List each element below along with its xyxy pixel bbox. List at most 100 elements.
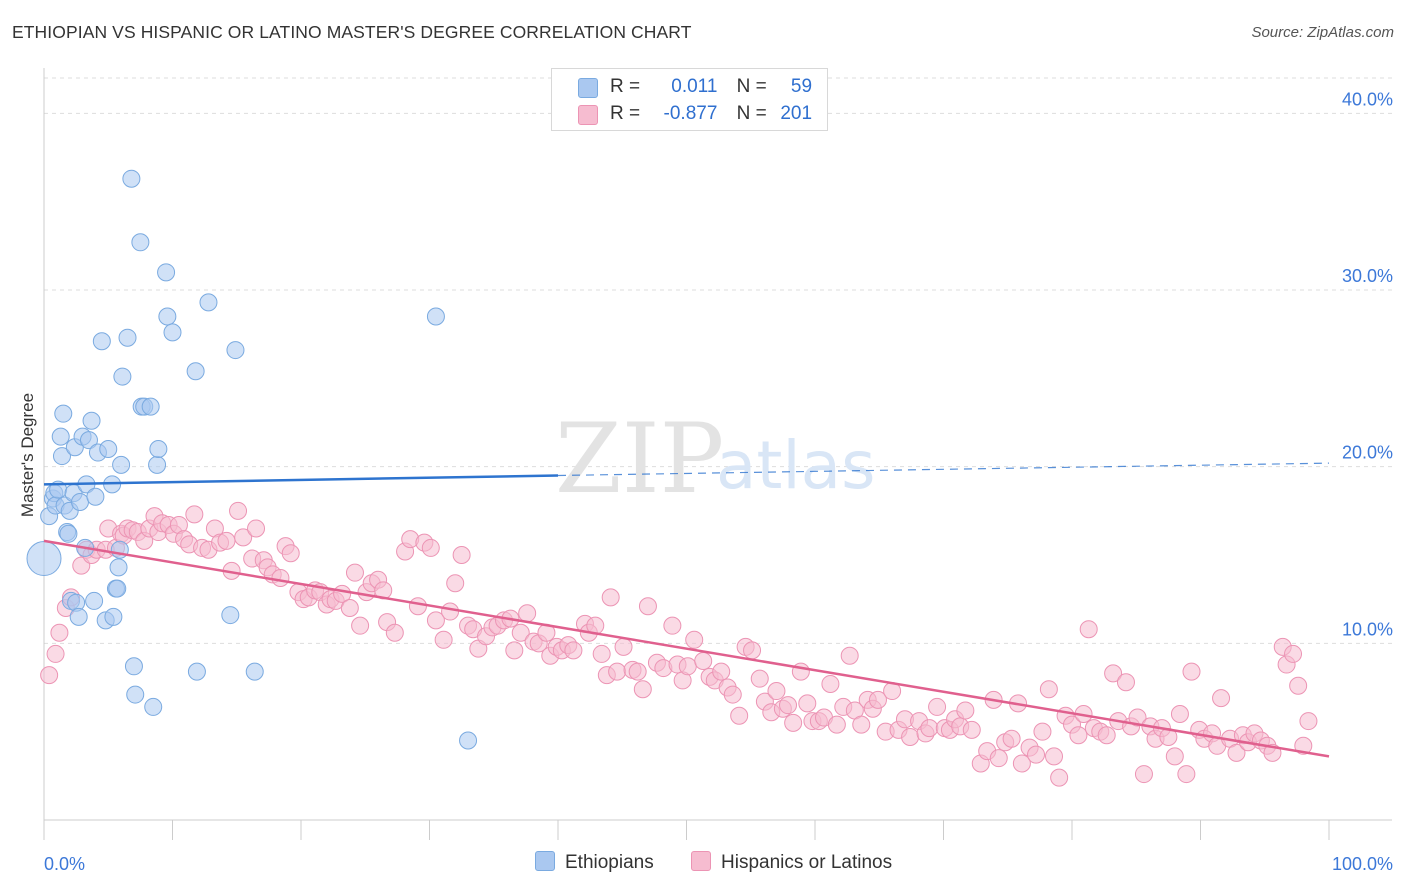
- hispanic-point: [408, 597, 427, 616]
- hispanic-point: [564, 641, 583, 660]
- hispanic-point: [385, 623, 404, 642]
- ethiopian-point: [52, 447, 71, 466]
- hispanic-points: [40, 501, 1318, 787]
- hispanic-point: [40, 666, 59, 685]
- ethiopian-point: [51, 427, 70, 446]
- hispanic-point: [511, 623, 530, 642]
- ethiopian-point: [199, 293, 218, 312]
- hispanic-point: [1212, 689, 1231, 708]
- hispanic-point: [421, 538, 440, 557]
- hispanic-point: [340, 599, 359, 617]
- hispanic-point: [784, 713, 803, 732]
- hispanic-point: [685, 630, 704, 649]
- bottom-legend-label: Hispanics or Latinos: [721, 852, 893, 873]
- bottom-swatch-blue: [535, 851, 555, 871]
- tick-labels: 10.0% 20.0% 30.0% 40.0% 0.0% 100.0%: [44, 89, 1393, 874]
- hispanic-point: [592, 644, 611, 663]
- hispanic-point: [779, 696, 798, 715]
- hispanic-point: [46, 644, 65, 663]
- hispanic-point: [518, 604, 537, 623]
- hispanic-point: [694, 652, 713, 670]
- hispanic-point: [743, 641, 762, 660]
- ethiopian-point: [112, 455, 131, 474]
- ethiopian-point: [108, 579, 127, 598]
- ethiopian-point: [459, 731, 478, 750]
- hispanic-point: [1027, 745, 1046, 764]
- hispanic-point: [441, 602, 460, 621]
- legend-r-label: R =: [610, 76, 641, 97]
- hispanic-point: [446, 574, 465, 593]
- y-axis-label: Master's Degree: [18, 392, 37, 518]
- ethiopian-point: [426, 307, 445, 326]
- hispanic-point: [601, 588, 620, 607]
- ethiopian-trend-line: [43, 474, 559, 486]
- ethiopian-point: [221, 606, 240, 625]
- ethiopian-point: [26, 541, 62, 577]
- legend-n-value: 59: [790, 76, 813, 97]
- legend-n-label: N =: [736, 76, 767, 97]
- ethiopian-point: [149, 440, 168, 458]
- hispanic-point: [1299, 712, 1318, 731]
- hispanic-point: [1294, 736, 1313, 755]
- hispanic-point: [281, 544, 300, 563]
- ethiopian-point: [158, 307, 177, 326]
- hispanic-point: [1002, 729, 1021, 748]
- hispanic-point: [1039, 680, 1058, 699]
- hispanic-point: [614, 637, 633, 656]
- hispanic-point: [1182, 662, 1201, 681]
- hispanic-point: [901, 727, 920, 746]
- hispanic-point: [840, 646, 859, 665]
- ethiopian-point: [124, 657, 143, 676]
- hispanic-point: [663, 616, 682, 635]
- hispanic-point: [1289, 676, 1308, 695]
- hispanic-point: [1069, 726, 1088, 745]
- hispanic-point: [750, 669, 769, 688]
- ethiopian-point: [148, 455, 167, 474]
- hispanic-point: [962, 720, 981, 739]
- hispanic-point: [1284, 644, 1303, 663]
- ethiopian-point: [86, 487, 105, 506]
- hispanic-point: [920, 719, 939, 738]
- hispanic-point: [50, 623, 69, 642]
- ethiopian-point: [69, 607, 88, 626]
- hispanic-point: [1012, 754, 1031, 773]
- ethiopian-point: [141, 397, 160, 416]
- watermark-atlas: atlas: [716, 427, 876, 504]
- y-tick-label: 40.0%: [1342, 89, 1393, 109]
- ethiopian-point: [131, 233, 150, 252]
- ethiopian-point: [82, 411, 101, 430]
- hispanic-point: [723, 685, 742, 704]
- ethiopian-point: [186, 362, 205, 381]
- legend-n-value: 201: [780, 103, 813, 124]
- ethiopian-point: [144, 697, 163, 716]
- hispanic-point: [928, 697, 947, 716]
- correlation-legend: R = 0.011 N = 59 R = -0.877 N = 201: [551, 68, 828, 131]
- bottom-swatch-pink: [691, 851, 711, 871]
- hispanic-point: [1050, 768, 1069, 787]
- watermark-zip: ZIP: [555, 403, 724, 515]
- ethiopian-point: [122, 169, 141, 188]
- legend-r-label: R =: [610, 103, 641, 124]
- hispanic-point: [798, 694, 817, 713]
- ethiopian-point: [126, 685, 145, 704]
- ethiopian-point: [113, 367, 132, 386]
- legend-r-value: 0.011: [671, 76, 718, 97]
- trend-lines: [43, 462, 1330, 758]
- hispanic-point: [234, 528, 253, 547]
- ethiopian-point: [163, 323, 182, 342]
- hispanic-point: [767, 682, 786, 701]
- y-tick-label: 10.0%: [1342, 619, 1393, 639]
- legend-r-value: -0.877: [663, 103, 718, 124]
- hispanic-point: [852, 715, 871, 734]
- ethiopian-point: [70, 493, 89, 511]
- hispanic-point: [1104, 664, 1123, 683]
- legend-n-label: N =: [736, 103, 767, 124]
- ethiopian-point: [99, 440, 118, 458]
- hispanic-point: [956, 701, 975, 720]
- y-tick-label: 20.0%: [1342, 443, 1393, 463]
- hispanic-point: [217, 531, 236, 550]
- axis-layer: [43, 68, 1392, 840]
- ethiopian-point: [79, 431, 98, 450]
- hispanic-point: [678, 657, 697, 676]
